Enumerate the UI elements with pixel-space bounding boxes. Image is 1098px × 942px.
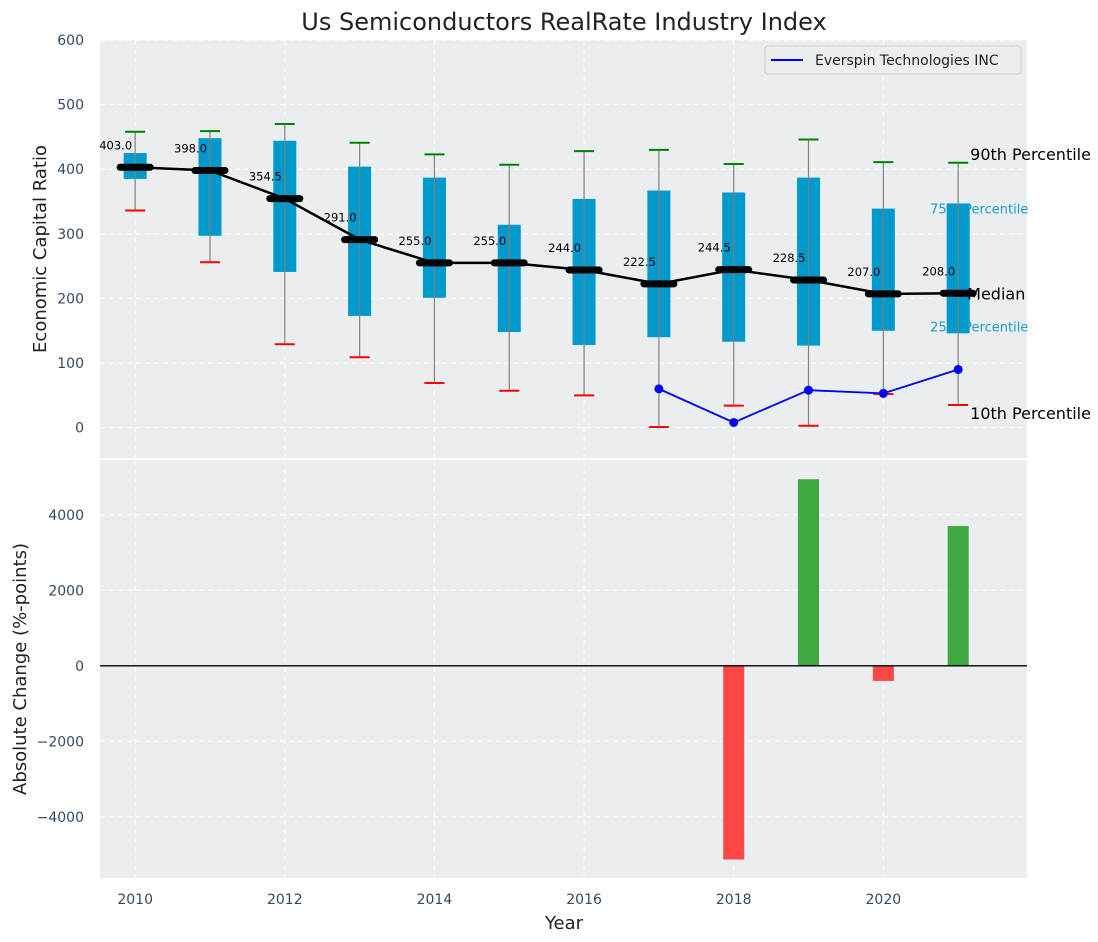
median-value-label: 222.5 <box>623 255 656 269</box>
y-tick-label: 600 <box>57 33 84 49</box>
median-annotation-label: Median <box>967 284 1025 303</box>
y-tick-label: 400 <box>57 162 84 178</box>
x-axis-title: Year <box>544 913 584 934</box>
x-ticks: 2010 2012 2014 2016 2018 2020 <box>117 892 901 908</box>
y-tick-label: 0 <box>75 659 84 675</box>
median-value-label: 255.0 <box>473 234 506 248</box>
box-2017 <box>647 148 671 428</box>
x-tick-label: 2016 <box>566 892 602 908</box>
y-tick-label: 300 <box>57 227 84 243</box>
series-point <box>878 388 888 398</box>
series-point <box>804 385 814 395</box>
series-point <box>729 417 739 427</box>
median-value-label: 208.0 <box>922 264 955 278</box>
top-y-axis-title: Economic Capital Ratio <box>30 145 51 353</box>
bottom-y-ticks: −4000 −2000 0 2000 4000 <box>37 508 84 826</box>
median-value-label: 207.0 <box>847 265 880 279</box>
y-tick-label: −4000 <box>37 810 84 826</box>
x-tick-label: 2012 <box>267 892 303 908</box>
median-value-label: 354.5 <box>249 170 282 184</box>
box-2012 <box>273 122 297 346</box>
x-tick-label: 2020 <box>866 892 902 908</box>
box-2014 <box>422 153 446 385</box>
box-2011 <box>198 130 222 264</box>
median-value-label: 244.0 <box>548 241 581 255</box>
y-tick-label: 4000 <box>48 508 84 524</box>
median-labels: 403.0 398.0 354.5 291.0 255.0 255.0 244.0 222.5… <box>99 138 955 279</box>
median-value-label: 244.5 <box>698 241 731 255</box>
median-value-label: 255.0 <box>399 234 432 248</box>
box-2021 <box>946 161 970 407</box>
chart-title: Us Semiconductors RealRate Industry Inde… <box>301 8 826 36</box>
x-tick-label: 2010 <box>117 892 153 908</box>
y-tick-label: 200 <box>57 291 84 307</box>
median-value-label: 403.0 <box>99 138 132 152</box>
y-tick-label: 2000 <box>48 583 84 599</box>
y-tick-label: 0 <box>75 421 84 437</box>
box-2015 <box>497 163 521 392</box>
x-tick-label: 2014 <box>417 892 453 908</box>
median-value-label: 228.5 <box>773 251 806 265</box>
p25-label: 25th Percentile <box>930 320 1028 335</box>
bottom-y-axis-title: Absolute Change (%-points) <box>10 543 31 795</box>
series-point <box>654 384 664 394</box>
change-bar-2018 <box>723 665 745 860</box>
p75-label: 75th Percentile <box>930 202 1028 217</box>
top-y-ticks: 0 100 200 300 400 500 600 <box>57 33 84 437</box>
legend: Everspin Technologies INC <box>764 45 1022 75</box>
change-bar-2019 <box>798 479 820 666</box>
y-tick-label: −2000 <box>37 734 84 750</box>
median-line-group: Median <box>116 163 1025 303</box>
percentile-labels: 90th Percentile 10th Percentile <box>970 145 1091 423</box>
bottom-panel: −4000 −2000 0 2000 4000 2010 2012 2014 2016 2018… <box>10 460 1027 934</box>
change-bar-2020 <box>872 665 894 681</box>
median-value-label: 291.0 <box>324 211 357 225</box>
p90-label: 90th Percentile <box>970 145 1091 164</box>
x-tick-label: 2018 <box>716 892 752 908</box>
bottom-plot-background <box>100 460 1027 878</box>
company-series <box>654 364 963 427</box>
legend-box <box>764 45 1022 75</box>
change-bars <box>723 479 969 860</box>
p10-label: 10th Percentile <box>970 404 1091 423</box>
series-point <box>953 364 963 374</box>
median-value-label: 398.0 <box>174 142 207 156</box>
top-panel: 75th Percentile 25th Percentile 0 100 200 30… <box>30 33 1091 458</box>
box-2020 <box>871 161 895 396</box>
y-tick-label: 500 <box>57 98 84 114</box>
y-tick-label: 100 <box>57 356 84 372</box>
legend-label: Everspin Technologies INC <box>815 53 999 69</box>
change-bar-2021 <box>947 526 969 666</box>
